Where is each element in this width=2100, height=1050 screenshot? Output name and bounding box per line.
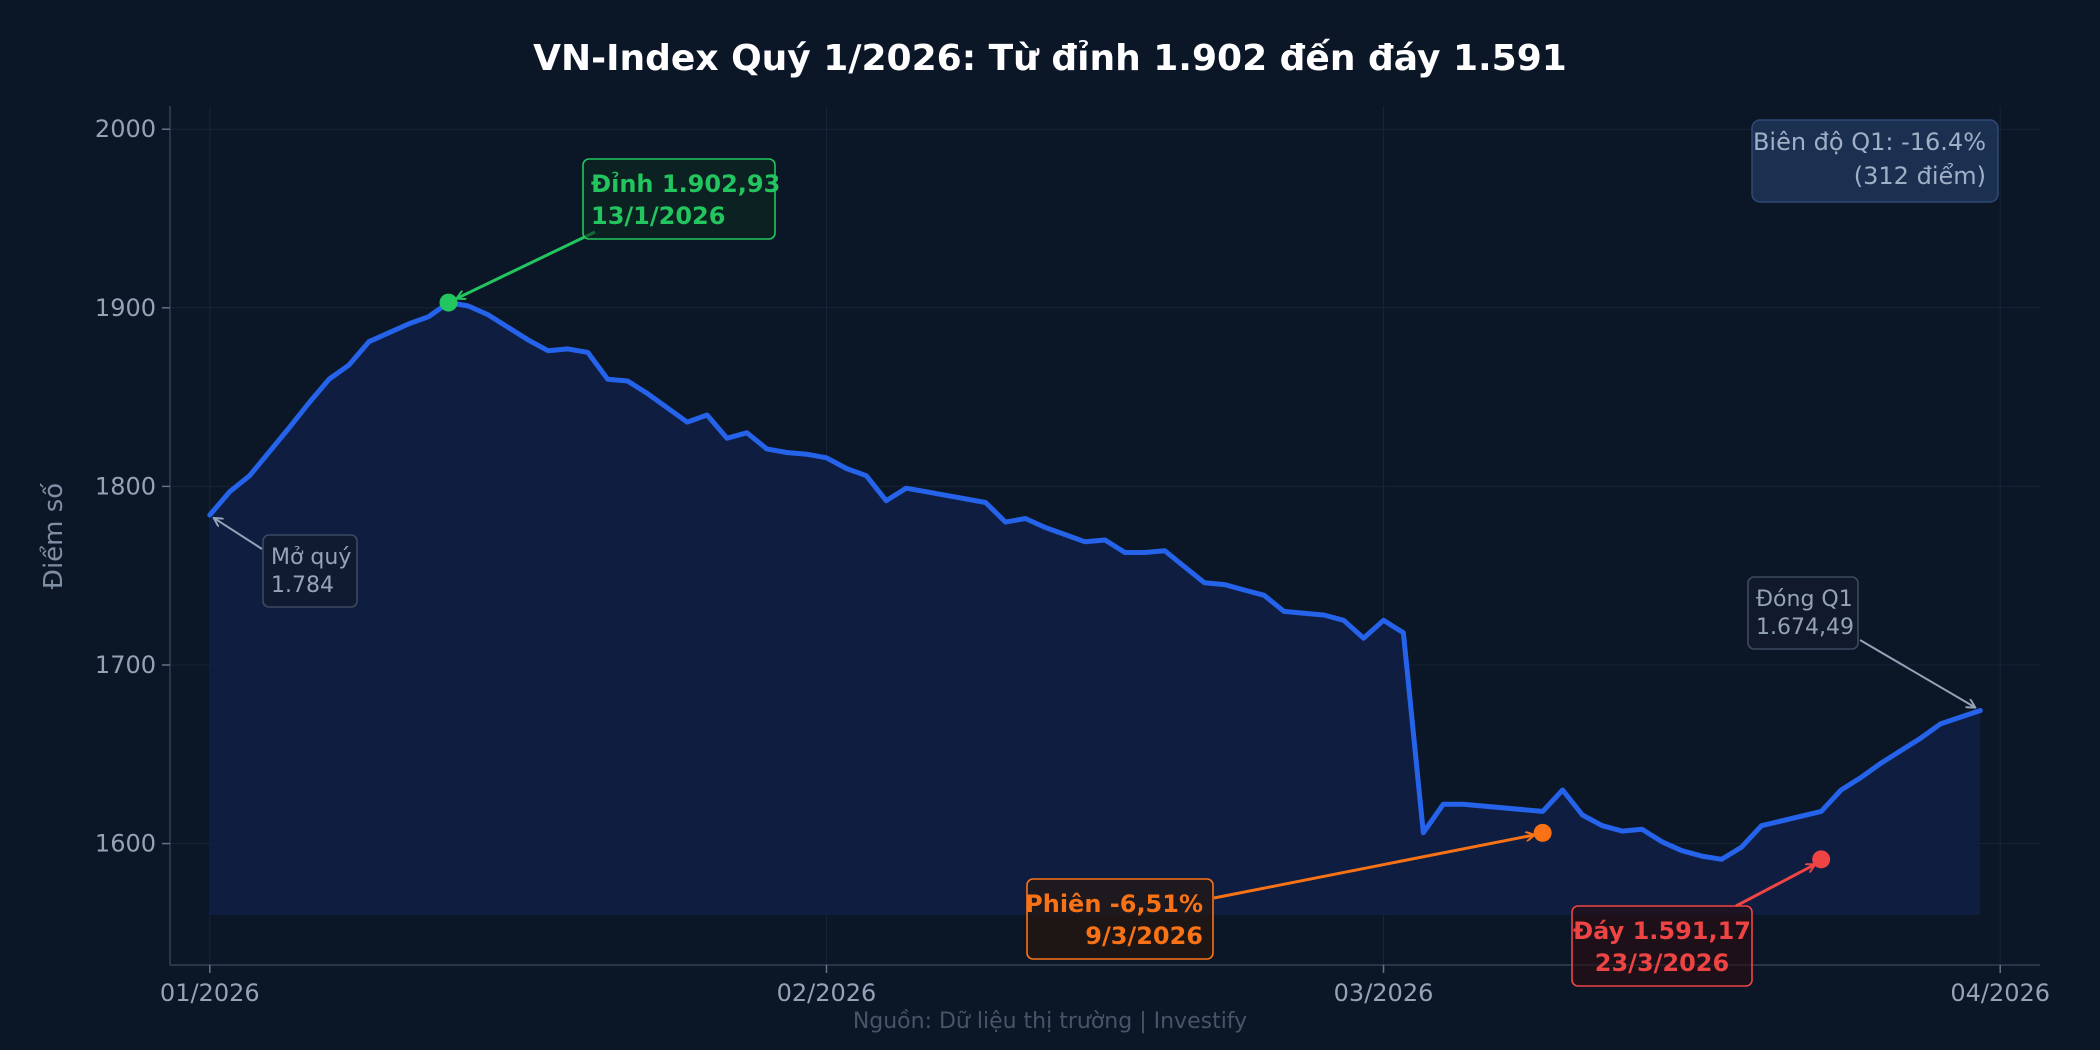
chart-title: VN-Index Quý 1/2026: Từ đỉnh 1.902 đến đ… [533,38,1567,79]
x-tick-label: 01/2026 [160,979,260,1007]
annotation-text: 1.674,49 [1756,615,1854,640]
annotation-box [262,534,358,608]
annotation-box [1026,878,1214,960]
annotation-box [1747,576,1859,650]
annotation-text: Phiên -6,51% [1025,890,1203,918]
annotation-text: Đóng Q1 [1756,587,1853,612]
peak-arrow [457,230,596,299]
x-tick-label: 04/2026 [1950,979,2050,1007]
trough-arrow [1735,863,1815,908]
annotation-text: 13/1/2026 [591,202,725,230]
annotation-text: 9/3/2026 [1085,922,1203,950]
annotation-peak: Đỉnh 1.902,93 13/1/2026 [582,158,780,240]
peak-marker [439,293,458,312]
summary-box-bg [1751,119,1999,203]
summary-box: Biên độ Q1: -16.4% (312 điểm) [1751,119,1999,203]
area-under-line [209,302,1981,915]
y-tick-label: 2000 [95,115,156,143]
area-fill [209,302,1981,915]
annotation-text: Đáy 1.591,17 [1573,917,1751,945]
open-arrow [214,518,263,550]
y-tick-label: 1700 [95,651,156,679]
annotation-open: Mở quý 1.784 [262,534,358,608]
series-line-group [207,300,1983,862]
crash-marker [1533,823,1552,842]
annotation-crash: Phiên -6,51% 9/3/2026 [1025,878,1214,960]
chart-text: Điểm số VN-Index Quý 1/2026: Từ đỉnh 1.90… [38,38,1567,1034]
annotations: Đỉnh 1.902,93 13/1/2026 Phiên -6,51% 9/3/20… [214,119,1999,987]
x-tick-label: 03/2026 [1334,979,1434,1007]
y-axis-label: Điểm số [38,483,69,590]
crash-arrow [1213,835,1535,900]
annotation-box [1571,905,1753,987]
summary-text: (312 điểm) [1854,162,1986,190]
summary-text: Biên độ Q1: -16.4% [1753,128,1986,156]
trough-marker [1812,850,1831,869]
annotation-trough: Đáy 1.591,17 23/3/2026 [1571,905,1753,987]
source-note: Nguồn: Dữ liệu thị trường | Investify [853,1009,1247,1034]
annotation-box [582,158,776,240]
x-tick-label: 02/2026 [777,979,877,1007]
y-tick-label: 1600 [95,830,156,858]
series-line [207,300,1983,862]
annotation-text: 1.784 [271,573,334,598]
close-arrow [1859,639,1975,708]
annotation-close: Đóng Q1 1.674,49 [1747,576,1859,650]
annotation-text: 23/3/2026 [1595,949,1729,977]
y-tick-label: 1900 [95,294,156,322]
annotation-text: Đỉnh 1.902,93 [591,170,780,198]
axes: 1600 1700 1800 1900 2000 01/2026 02/2026 03/202… [95,106,2050,1007]
annotation-text: Mở quý [271,545,351,570]
y-tick-label: 1800 [95,472,156,500]
